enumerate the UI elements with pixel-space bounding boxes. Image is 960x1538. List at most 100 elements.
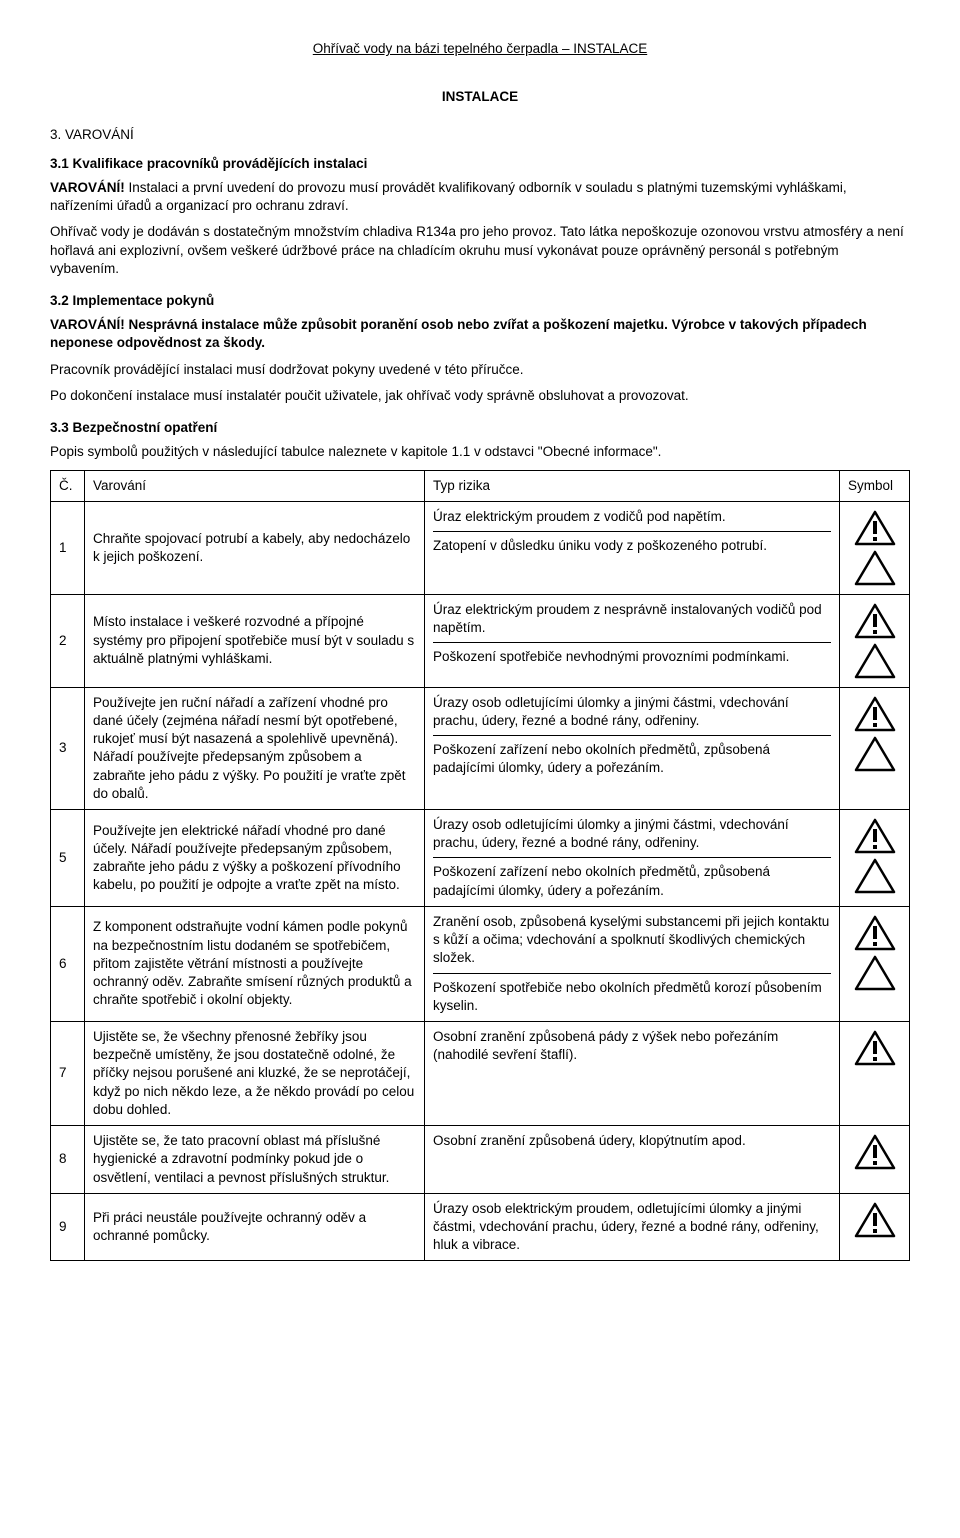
- cell-warning: Používejte jen ruční nářadí a zařízení v…: [85, 687, 425, 809]
- risk-text: Zranění osob, způsobená kyselými substan…: [433, 913, 831, 974]
- risk-symbol: [848, 601, 901, 641]
- risk-text: Úrazy osob elektrickým proudem, odletují…: [433, 1200, 831, 1255]
- paragraph-text: Instalaci a první uvedení do provozu mus…: [50, 180, 847, 213]
- warning-triangle-icon: [854, 858, 896, 894]
- cell-risk: Osobní zranění způsobená údery, klopýtnu…: [425, 1126, 840, 1194]
- cell-number: 3: [51, 687, 85, 809]
- warning-prefix: VAROVÁNÍ!: [50, 180, 125, 195]
- heading-3-2: 3.2 Implementace pokynů: [50, 292, 910, 310]
- cell-warning: Při práci neustále používejte ochranný o…: [85, 1193, 425, 1261]
- heading-3-1: 3.1 Kvalifikace pracovníků provádějících…: [50, 155, 910, 173]
- cell-symbol: [840, 1193, 910, 1261]
- warning-triangle-icon: [854, 736, 896, 772]
- cell-risk: Úraz elektrickým proudem z nesprávně ins…: [425, 594, 840, 687]
- table-row: 8Ujistěte se, že tato pracovní oblast má…: [51, 1126, 910, 1194]
- risk-text: Zatopení v důsledku úniku vody z poškoze…: [433, 537, 831, 555]
- paragraph: Po dokončení instalace musí instalatér p…: [50, 387, 910, 405]
- table-row: 2Místo instalace i veškeré rozvodné a př…: [51, 594, 910, 687]
- cell-number: 9: [51, 1193, 85, 1261]
- cell-number: 1: [51, 501, 85, 594]
- cell-risk: Úrazy osob odletujícími úlomky a jinými …: [425, 810, 840, 907]
- cell-risk: Zranění osob, způsobená kyselými substan…: [425, 906, 840, 1021]
- warning-triangle-exclamation-icon: [854, 696, 896, 732]
- cell-symbol: [840, 1022, 910, 1126]
- risk-text: Poškození spotřebiče nevhodnými provozní…: [433, 648, 831, 666]
- warning-triangle-icon: [854, 550, 896, 586]
- cell-warning: Ujistěte se, že tato pracovní oblast má …: [85, 1126, 425, 1194]
- page-header: Ohřívač vody na bázi tepelného čerpadla …: [50, 40, 910, 58]
- cell-warning: Z komponent odstraňujte vodní kámen podl…: [85, 906, 425, 1021]
- risk-text: Osobní zranění způsobená údery, klopýtnu…: [433, 1132, 831, 1150]
- paragraph: Pracovník provádějící instalaci musí dod…: [50, 361, 910, 379]
- warning-triangle-exclamation-icon: [854, 510, 896, 546]
- warning-triangle-exclamation-icon: [854, 818, 896, 854]
- paragraph: Popis symbolů použitých v následující ta…: [50, 443, 910, 461]
- table-row: 5Používejte jen elektrické nářadí vhodné…: [51, 810, 910, 907]
- table-header-row: Č. Varování Typ rizika Symbol: [51, 470, 910, 501]
- table-row: 1Chraňte spojovací potrubí a kabely, aby…: [51, 501, 910, 594]
- warning-triangle-exclamation-icon: [854, 1202, 896, 1238]
- risk-symbol: [848, 694, 901, 734]
- risk-text: Poškození spotřebiče nebo okolních předm…: [433, 979, 831, 1015]
- th-warning: Varování: [85, 470, 425, 501]
- risk-symbol: [848, 913, 901, 953]
- section-title-center: INSTALACE: [50, 88, 910, 106]
- cell-symbol: [840, 906, 910, 1021]
- paragraph: Ohřívač vody je dodáván s dostatečným mn…: [50, 223, 910, 278]
- risk-text: Úraz elektrickým proudem z vodičů pod na…: [433, 508, 831, 532]
- cell-number: 2: [51, 594, 85, 687]
- risk-text: Osobní zranění způsobená pády z výšek ne…: [433, 1028, 831, 1064]
- cell-warning: Místo instalace i veškeré rozvodné a pří…: [85, 594, 425, 687]
- risk-symbol: [848, 641, 901, 681]
- paragraph-bold: VAROVÁNÍ! Nesprávná instalace může způso…: [50, 316, 910, 352]
- warning-triangle-exclamation-icon: [854, 915, 896, 951]
- cell-number: 6: [51, 906, 85, 1021]
- cell-symbol: [840, 810, 910, 907]
- risk-text: Úrazy osob odletujícími úlomky a jinými …: [433, 694, 831, 736]
- table-row: 9Při práci neustále používejte ochranný …: [51, 1193, 910, 1261]
- th-risk: Typ rizika: [425, 470, 840, 501]
- paragraph: VAROVÁNÍ! Instalaci a první uvedení do p…: [50, 179, 910, 215]
- risk-text: Úrazy osob odletujícími úlomky a jinými …: [433, 816, 831, 858]
- table-row: 3Používejte jen ruční nářadí a zařízení …: [51, 687, 910, 809]
- risk-text: Poškození zařízení nebo okolních předmět…: [433, 741, 831, 777]
- risk-symbol: [848, 1132, 901, 1172]
- cell-number: 8: [51, 1126, 85, 1194]
- table-row: 7Ujistěte se, že všechny přenosné žebřík…: [51, 1022, 910, 1126]
- cell-risk: Osobní zranění způsobená pády z výšek ne…: [425, 1022, 840, 1126]
- heading-3-3: 3.3 Bezpečnostní opatření: [50, 419, 910, 437]
- table-body: 1Chraňte spojovací potrubí a kabely, aby…: [51, 501, 910, 1261]
- th-number: Č.: [51, 470, 85, 501]
- th-symbol: Symbol: [840, 470, 910, 501]
- cell-number: 7: [51, 1022, 85, 1126]
- risk-symbol: [848, 508, 901, 548]
- cell-warning: Používejte jen elektrické nářadí vhodné …: [85, 810, 425, 907]
- cell-warning: Ujistěte se, že všechny přenosné žebříky…: [85, 1022, 425, 1126]
- cell-symbol: [840, 1126, 910, 1194]
- cell-risk: Úraz elektrickým proudem z vodičů pod na…: [425, 501, 840, 594]
- warning-triangle-exclamation-icon: [854, 603, 896, 639]
- warning-triangle-icon: [854, 955, 896, 991]
- risk-symbol: [848, 548, 901, 588]
- risk-symbol: [848, 816, 901, 856]
- cell-risk: Úrazy osob odletujícími úlomky a jinými …: [425, 687, 840, 809]
- heading-3: 3. VAROVÁNÍ: [50, 126, 910, 144]
- risk-symbol: [848, 734, 901, 774]
- safety-table: Č. Varování Typ rizika Symbol 1Chraňte s…: [50, 470, 910, 1262]
- warning-triangle-exclamation-icon: [854, 1134, 896, 1170]
- cell-risk: Úrazy osob elektrickým proudem, odletují…: [425, 1193, 840, 1261]
- cell-symbol: [840, 594, 910, 687]
- warning-triangle-exclamation-icon: [854, 1030, 896, 1066]
- warning-triangle-icon: [854, 643, 896, 679]
- risk-text: Poškození zařízení nebo okolních předmět…: [433, 863, 831, 899]
- risk-text: Úraz elektrickým proudem z nesprávně ins…: [433, 601, 831, 643]
- risk-symbol: [848, 856, 901, 896]
- cell-symbol: [840, 501, 910, 594]
- risk-symbol: [848, 1028, 901, 1068]
- cell-symbol: [840, 687, 910, 809]
- table-row: 6Z komponent odstraňujte vodní kámen pod…: [51, 906, 910, 1021]
- risk-symbol: [848, 1200, 901, 1240]
- cell-number: 5: [51, 810, 85, 907]
- risk-symbol: [848, 953, 901, 993]
- cell-warning: Chraňte spojovací potrubí a kabely, aby …: [85, 501, 425, 594]
